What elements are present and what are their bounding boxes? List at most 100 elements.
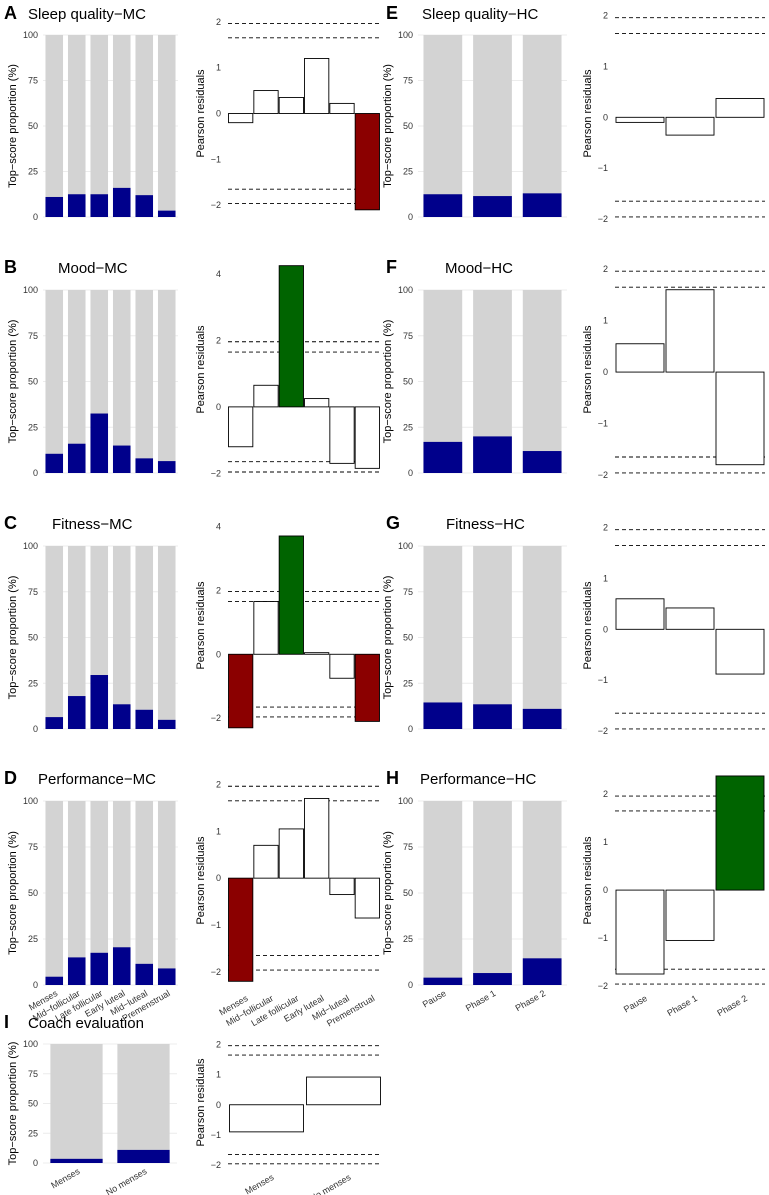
panel-letter: A [4,3,17,23]
category-label: No menses [104,1166,149,1195]
y-tick-label: 75 [28,331,38,341]
y-axis-label: Pearson residuals [582,581,594,670]
y-tick-label: 75 [403,587,413,597]
background-bar [45,801,64,985]
y-tick-label: −1 [211,1130,221,1140]
background-bar [90,801,109,985]
y-axis-label: Top−score proportion (%) [7,64,19,188]
y-tick-label: −2 [211,1160,221,1170]
bar-Menses [45,717,64,729]
y-tick-label: 0 [603,885,608,895]
y-tick-label: 1 [603,573,608,583]
y-tick-label: 1 [216,1070,221,1080]
bar-Phase 2 [522,451,562,473]
panel-title: Fitness−HC [446,516,525,533]
y-axis-label: Top−score proportion (%) [382,831,394,955]
y-tick-label: −1 [598,419,608,429]
y-tick-label: 2 [216,335,221,345]
y-tick-label: 50 [28,377,38,387]
background-bar [423,801,463,985]
residual-bar-Early luteal [304,58,330,114]
background-bar [522,35,562,217]
bar-Pause [423,441,463,473]
residual-bar-No menses [306,1076,381,1106]
background-bar [157,35,176,217]
bar-Early luteal [112,187,131,217]
panel-C-residuals: −2 0 2 4 Pearson residuals [195,521,380,729]
bar-Phase 1 [473,973,512,985]
y-axis-label: Pearson residuals [195,581,207,670]
bar-Premenstrual [157,461,176,473]
bar-Late follicular [90,194,109,217]
residual-bar-Pause [615,889,665,975]
y-tick-label: 25 [403,167,413,177]
panel-C-proportion: 0 25 50 75 100 Top−score proportion (%) [7,541,178,734]
y-tick-label: 75 [28,842,38,852]
y-tick-label: 0 [33,980,38,990]
residual-bar-Late follicular [278,828,304,879]
background-bar [135,546,154,729]
residual-bar-Phase 1 [665,116,715,136]
y-tick-label: 25 [28,934,38,944]
y-tick-label: 4 [216,521,221,531]
y-tick-label: 0 [408,212,413,222]
y-tick-label: 1 [603,316,608,326]
background-bar [135,35,154,217]
y-tick-label: 100 [23,285,38,295]
y-tick-label: 100 [398,541,413,551]
background-bar [423,35,463,217]
residual-bar-Early luteal [304,398,330,408]
background-bar [90,35,109,217]
bar-Mid−luteal [135,963,154,985]
y-tick-label: 4 [216,269,221,279]
background-bar [157,546,176,729]
y-tick-label: 100 [23,796,38,806]
background-bar [473,35,512,217]
panel-title: Fitness−MC [52,516,133,533]
y-tick-label: −1 [598,933,608,943]
residual-bar-Phase 2 [715,775,765,891]
bar-Pause [423,702,463,729]
y-axis-label: Pearson residuals [582,69,594,158]
y-tick-label: 0 [33,212,38,222]
residual-bar-Mid−follicular [253,601,279,655]
panel-letter: G [386,513,400,533]
y-axis-label: Pearson residuals [582,325,594,414]
residual-bar-Pause [615,598,665,630]
y-tick-label: 0 [216,873,221,883]
background-bar [522,546,562,729]
panel-H-residuals: −2 −1 0 1 2 Pearson residuals Pause Phase 1 Phas… [582,775,765,1018]
y-tick-label: 2 [216,779,221,789]
y-axis-label: Top−score proportion (%) [382,64,394,188]
residual-bar-Phase 1 [665,889,715,941]
bar-Mid−follicular [67,443,86,473]
background-bar [135,801,154,985]
y-axis-label: Pearson residuals [195,836,207,925]
y-tick-label: −2 [598,470,608,480]
y-tick-label: 75 [28,1069,38,1079]
residual-bar-Mid−luteal [329,877,355,896]
residual-bar-Phase 2 [715,628,765,675]
bar-Mid−follicular [67,696,86,729]
y-tick-label: −2 [211,967,221,977]
y-tick-label: 50 [28,1099,38,1109]
panel-B-residuals: −2 0 2 4 Pearson residuals [195,265,380,478]
panel-title: Coach evaluation [28,1015,144,1032]
y-tick-label: 0 [603,367,608,377]
y-tick-label: 1 [603,837,608,847]
y-tick-label: 75 [28,587,38,597]
category-label: Phase 2 [514,988,548,1013]
background-bar [45,35,64,217]
category-label: Pause [622,993,649,1014]
y-tick-label: 0 [216,649,221,659]
bar-Phase 2 [522,193,562,217]
y-axis-label: Top−score proportion (%) [7,576,19,700]
y-axis-label: Top−score proportion (%) [382,576,394,700]
panel-letter: F [386,257,397,277]
y-tick-label: 0 [408,724,413,734]
y-tick-label: −2 [598,214,608,224]
panel-title: Sleep quality−MC [28,6,146,23]
bar-Early luteal [112,704,131,729]
category-label: Phase 1 [464,988,498,1013]
